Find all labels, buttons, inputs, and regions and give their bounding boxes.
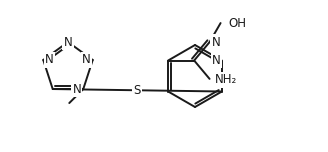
Text: N: N <box>45 54 54 66</box>
Text: N: N <box>72 83 81 96</box>
Text: OH: OH <box>229 17 247 29</box>
Text: N: N <box>82 54 91 66</box>
Text: NH₂: NH₂ <box>215 73 237 86</box>
Text: N: N <box>64 36 72 48</box>
Text: S: S <box>133 84 141 97</box>
Text: N: N <box>212 54 221 67</box>
Text: N: N <box>212 36 220 49</box>
